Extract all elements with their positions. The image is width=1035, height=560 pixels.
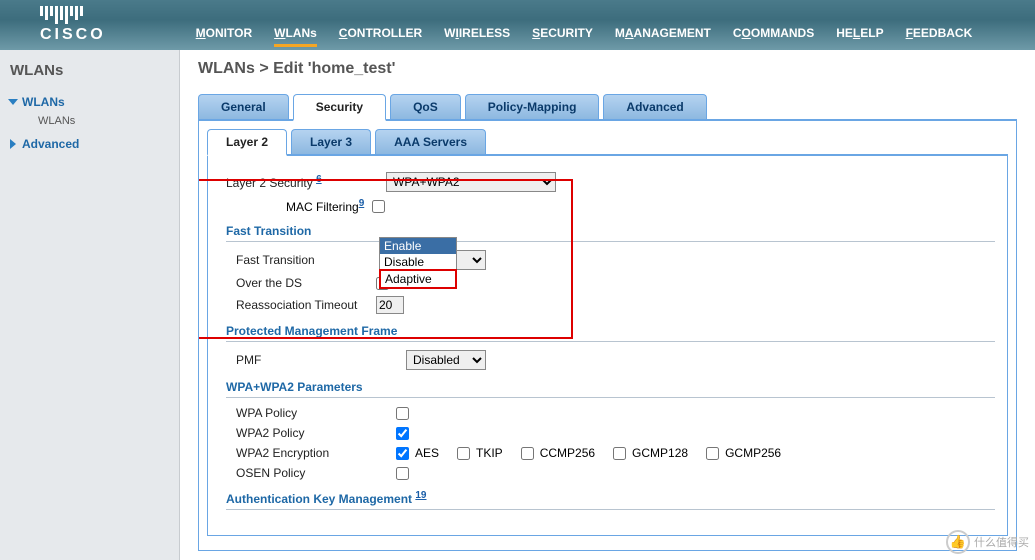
fast-transition-header: Fast Transition	[226, 224, 995, 242]
over-the-ds-label: Over the DS	[236, 276, 376, 290]
ccmp256-checkbox[interactable]	[521, 447, 534, 460]
fast-transition-dropdown-list: Enable Disable Adaptive	[379, 237, 457, 289]
tab-policy-mapping[interactable]: Policy-Mapping	[465, 94, 600, 119]
breadcrumb: WLANs > Edit 'home_test'	[198, 60, 1017, 78]
wpa-policy-label: WPA Policy	[236, 406, 396, 420]
mac-filtering-checkbox[interactable]	[372, 200, 385, 213]
nav-wlans[interactable]: WLANs	[274, 26, 317, 47]
security-panel: Layer 2 Layer 3 AAA Servers Layer 2 Secu…	[198, 121, 1017, 551]
reassoc-timeout-label: Reassociation Timeout	[236, 298, 376, 312]
main-nav: MONITOR WLANs CONTROLLER WIIRELESS SECUR…	[196, 26, 973, 40]
gcmp256-checkbox[interactable]	[706, 447, 719, 460]
l2-security-label: Layer 2 Security 6	[226, 174, 386, 190]
brand-logo: CISCO	[40, 6, 106, 44]
tkip-checkbox[interactable]	[457, 447, 470, 460]
tab-layer3[interactable]: Layer 3	[291, 129, 371, 154]
logo-bars	[40, 6, 106, 24]
sidebar-item-advanced[interactable]: Advanced	[10, 137, 169, 151]
chevron-right-icon	[10, 139, 16, 149]
watermark-text: 什么值得买	[974, 534, 1029, 550]
nav-help[interactable]: HELELP	[836, 26, 883, 40]
wpa2-policy-checkbox[interactable]	[396, 427, 409, 440]
reassoc-timeout-input[interactable]	[376, 296, 404, 314]
layer2-panel: Layer 2 Security 6 WPA+WPA2 MAC Filterin…	[207, 156, 1008, 536]
pmf-select[interactable]: Disabled	[406, 350, 486, 370]
nav-monitor[interactable]: MONITOR	[196, 26, 252, 40]
thumbs-up-icon: 👍	[946, 530, 970, 554]
tkip-label: TKIP	[476, 446, 503, 460]
nav-controller[interactable]: CONTROLLER	[339, 26, 422, 40]
tab-qos[interactable]: QoS	[390, 94, 461, 119]
wpa2-policy-label: WPA2 Policy	[236, 426, 396, 440]
sidebar-item-label: Advanced	[22, 137, 79, 151]
osen-policy-label: OSEN Policy	[236, 466, 396, 480]
primary-tabs: General Security QoS Policy-Mapping Adva…	[198, 94, 1017, 121]
sidebar-item-wlans[interactable]: WLANs	[10, 95, 169, 109]
pmf-label: PMF	[236, 353, 406, 367]
aes-checkbox[interactable]	[396, 447, 409, 460]
tab-advanced[interactable]: Advanced	[603, 94, 706, 119]
gcmp128-label: GCMP128	[632, 446, 688, 460]
sidebar-subitem-wlans[interactable]: WLANs	[38, 115, 169, 127]
akm-header: Authentication Key Management 19	[226, 490, 995, 510]
tab-aaa-servers[interactable]: AAA Servers	[375, 129, 486, 154]
nav-management[interactable]: MAANAGEMENT	[615, 26, 711, 40]
secondary-tabs: Layer 2 Layer 3 AAA Servers	[207, 129, 1008, 156]
ft-option-disable[interactable]: Disable	[380, 254, 456, 270]
nav-security[interactable]: SECURITY	[532, 26, 593, 40]
ft-option-adaptive[interactable]: Adaptive	[379, 269, 457, 289]
ccmp256-label: CCMP256	[540, 446, 595, 460]
mac-filtering-label: MAC Filtering9	[286, 198, 364, 214]
brand-text: CISCO	[40, 26, 106, 44]
aes-label: AES	[415, 446, 439, 460]
chevron-down-icon	[8, 99, 18, 105]
wpa-policy-checkbox[interactable]	[396, 407, 409, 420]
sidebar-title: WLANs	[10, 62, 169, 79]
nav-commands[interactable]: COOMMANDS	[733, 26, 814, 40]
tab-general[interactable]: General	[198, 94, 289, 119]
sidebar: WLANs WLANs WLANs Advanced	[0, 50, 180, 560]
ft-option-enable[interactable]: Enable	[380, 238, 456, 254]
top-bar: CISCO MONITOR WLANs CONTROLLER WIIRELESS…	[0, 0, 1035, 50]
gcmp256-label: GCMP256	[725, 446, 781, 460]
nav-wireless[interactable]: WIIRELESS	[444, 26, 510, 40]
pmf-header: Protected Management Frame	[226, 324, 995, 342]
main-content: WLANs > Edit 'home_test' General Securit…	[180, 50, 1035, 560]
nav-feedback[interactable]: FEEDBACK	[906, 26, 973, 40]
tab-security[interactable]: Security	[293, 94, 386, 121]
wpa-params-header: WPA+WPA2 Parameters	[226, 380, 995, 398]
gcmp128-checkbox[interactable]	[613, 447, 626, 460]
wpa2-encryption-label: WPA2 Encryption	[236, 446, 396, 460]
watermark: 👍 什么值得买	[946, 530, 1029, 554]
osen-policy-checkbox[interactable]	[396, 467, 409, 480]
sidebar-item-label: WLANs	[22, 95, 65, 109]
tab-layer2[interactable]: Layer 2	[207, 129, 287, 156]
l2-security-select[interactable]: WPA+WPA2	[386, 172, 556, 192]
